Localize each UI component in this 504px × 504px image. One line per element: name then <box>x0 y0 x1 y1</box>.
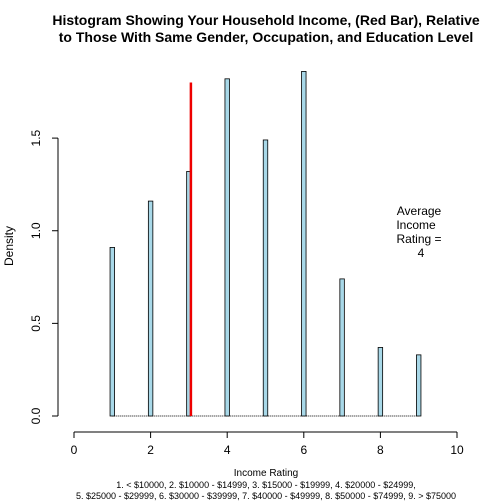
bar-4 <box>224 78 230 417</box>
bar-6 <box>301 71 307 417</box>
x-axis: 0 2 4 6 8 10 <box>71 431 464 457</box>
income-note-line-2: 5. $25000 - $29999, 6. $30000 - $39999, … <box>76 491 456 501</box>
y-tick-label-0: 0.0 <box>29 407 43 424</box>
y-tick-label-2: 1.0 <box>29 222 43 239</box>
annotation-line-4: 4 <box>418 246 425 260</box>
bar-9 <box>416 354 422 417</box>
chart-title-line-2: to Those With Same Gender, Occupation, a… <box>59 29 474 45</box>
x-tick-label-4: 4 <box>224 443 231 457</box>
annotation-line-2: Income <box>396 218 436 232</box>
income-note-line-1: 1. < $10000, 2. $10000 - $14999, 3. $150… <box>116 480 416 490</box>
x-axis-label: Income Rating <box>234 468 298 479</box>
bar-2 <box>147 200 154 417</box>
annotation-line-1: Average <box>397 204 442 218</box>
y-tick-label-1: 0.5 <box>29 315 43 332</box>
y-tick-label-3: 1.5 <box>29 129 43 146</box>
bar-7 <box>339 278 345 417</box>
bar-1 <box>109 247 115 417</box>
x-tick-label-6: 6 <box>300 443 307 457</box>
x-tick-label-0: 0 <box>71 443 78 457</box>
income-category-notes: 1. < $10000, 2. $10000 - $14999, 3. $150… <box>76 480 456 501</box>
x-tick-label-2: 2 <box>147 443 154 457</box>
x-tick-label-8: 8 <box>377 443 384 457</box>
y-axis-label: Density <box>2 226 16 266</box>
chart-title: Histogram Showing Your Household Income,… <box>52 12 480 45</box>
bar-5 <box>262 139 269 417</box>
x-tick-label-10: 10 <box>450 443 464 457</box>
chart-title-line-1: Histogram Showing Your Household Income,… <box>52 12 480 28</box>
bar-8 <box>377 347 384 417</box>
histogram-bars <box>109 71 422 417</box>
y-axis: 0.0 0.5 1.0 1.5 <box>29 129 59 424</box>
annotation-line-3: Rating = <box>396 232 441 246</box>
